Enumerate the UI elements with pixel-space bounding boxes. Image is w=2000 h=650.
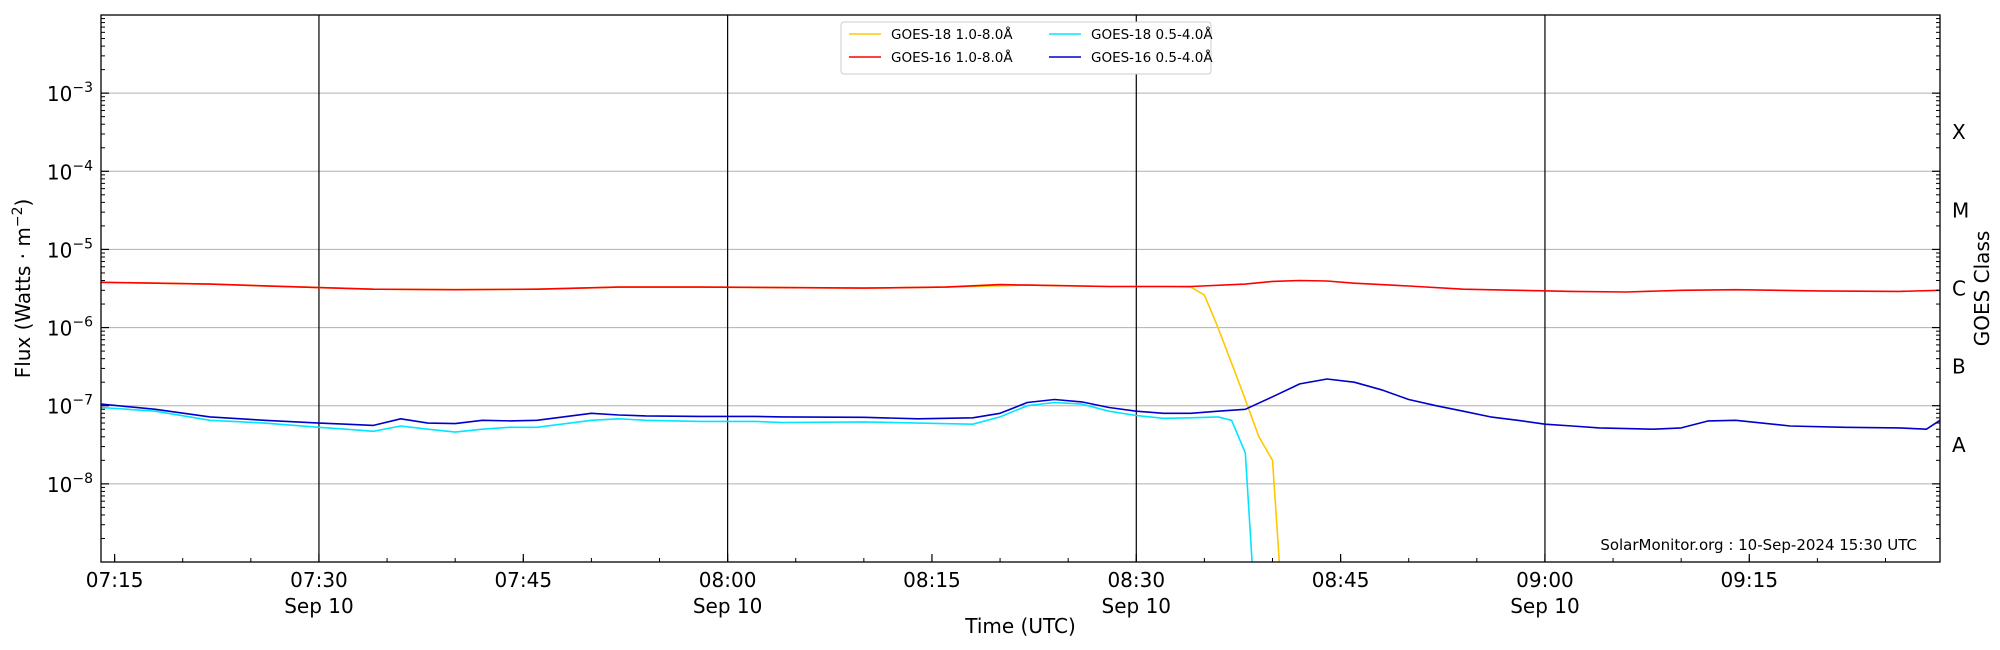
plot-frame [100,14,1941,563]
legend: GOES-18 1.0-8.0Å GOES-18 0.5-4.0Å GOES-16 … [840,21,1213,75]
y-tick-base: 10 [47,317,72,341]
y-tick-exponent: −7 [72,393,93,409]
y-axis-label-main: Flux (Watts · m [11,227,35,378]
goes-class-label: M [1952,198,1969,222]
y-tick-base: 10 [47,395,72,419]
y-axis-label-end: ) [11,199,35,207]
y-tick-base: 10 [47,82,72,106]
goes-class-label: X [1952,120,1966,144]
x-tick-time: 08:15 [903,568,961,592]
y-axis-label: Flux (Watts · m−2) [10,199,35,379]
y-tick-exponent: −8 [72,471,93,487]
y-tick-exponent: −6 [72,315,93,331]
x-tick-time: 09:00 [1516,568,1574,592]
y-tick-label: 10−5 [47,236,93,262]
legend-label: GOES-16 1.0-8.0Å [891,49,1013,66]
series-lines [100,279,1941,563]
x-tick-time: 07:45 [494,568,552,592]
x-tick-time: 08:00 [699,568,757,592]
y-tick-label: 10−4 [47,158,93,184]
y-tick-label: 10−6 [47,315,93,341]
y2-axis-label: GOES Class [1970,231,1994,347]
series-line-1 [100,281,1281,563]
x-axis-label: Time (UTC) [964,614,1076,638]
goes-class-label: A [1952,433,1966,457]
x-tick-time: 08:45 [1312,568,1370,592]
x-tick-time: 07:15 [86,568,144,592]
legend-box [840,21,1212,75]
x-tick-date: Sep 10 [284,594,354,618]
series-line-3 [100,401,1253,563]
legend-label: GOES-18 1.0-8.0Å [891,26,1013,43]
y-tick-base: 10 [47,160,72,184]
x-tick-time: 07:30 [290,568,348,592]
y-tick-label: 10−3 [47,80,93,106]
axis-ticks [101,18,1940,562]
y-tick-label: 10−7 [47,393,93,419]
y-tick-label: 10−8 [47,471,93,497]
credit-text: SolarMonitor.org : 10-Sep-2024 15:30 UTC [1600,536,1917,554]
goes-class-label: C [1952,277,1966,301]
goes-class-label: B [1952,355,1966,379]
x-tick-date: Sep 10 [1510,594,1580,618]
y-tick-base: 10 [47,473,72,497]
x-tick-time: 09:15 [1720,568,1778,592]
legend-label: GOES-16 0.5-4.0Å [1091,49,1213,66]
y-tick-base: 10 [47,238,72,262]
y-tick-exponent: −3 [72,80,93,96]
goes-class-labels: A B C M X [1952,120,1969,457]
y-tick-labels: 10−810−710−610−510−410−3 [47,80,93,497]
x-tick-time: 08:30 [1107,568,1165,592]
legend-label: GOES-18 0.5-4.0Å [1091,26,1213,43]
y-axis-label-superscript: −2 [10,207,26,228]
date-vertical-lines [318,15,1546,562]
y-tick-exponent: −5 [72,236,93,252]
horizontal-grid [101,92,1940,485]
series-line-2 [100,279,1941,293]
x-tick-date: Sep 10 [693,594,763,618]
x-tick-date: Sep 10 [1102,594,1172,618]
y-tick-exponent: −4 [72,158,93,174]
series-line-4 [100,378,1941,431]
